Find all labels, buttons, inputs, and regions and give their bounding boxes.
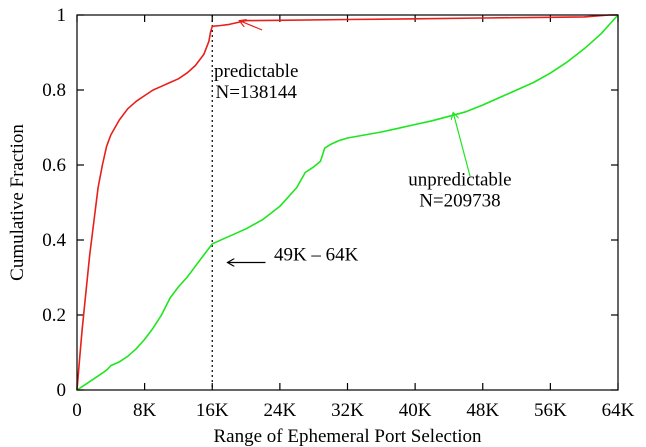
x-axis-label: Range of Ephemeral Port Selection [213,426,482,447]
y-tick-label: 1 [57,5,67,26]
y-tick-label: 0.4 [42,230,66,251]
series-line-predictable [76,14,618,391]
x-tick-label: 40K [399,400,432,421]
series-line-unpredictable [76,14,619,391]
x-tick-label: 48K [466,400,499,421]
x-tick-label: 56K [534,400,567,421]
predictable-annotation-text: N=138144 [215,82,297,103]
y-tick-label: 0 [57,380,67,401]
series-layer [76,14,619,391]
range-annotation-text: 49K – 64K [274,245,359,266]
x-tick-label: 24K [264,400,297,421]
unpredictable-annotation-text: unpredictable [408,170,511,191]
x-tick-label: 8K [133,400,157,421]
y-tick-label: 0.8 [42,80,66,101]
y-axis-label: Cumulative Fraction [7,124,28,281]
y-tick-label: 0.2 [42,305,66,326]
x-tick-label: 16K [196,400,229,421]
predictable-arrow [239,21,263,31]
y-tick-label: 0.6 [42,155,66,176]
plot-frame [76,14,619,391]
x-tick-label: 64K [602,400,635,421]
x-tick-label: 32K [331,400,364,421]
unpredictable-arrow [453,113,471,177]
unpredictable-annotation-text: N=209738 [419,191,500,212]
x-tick-label: 0 [72,400,82,421]
ticks-layer: 0 8K 16K 24K 32K 40K 48K 56K 64K 0 0.2 0.4 0.6 0.8 1 [42,5,634,421]
predictable-annotation-text: predictable [214,61,298,82]
